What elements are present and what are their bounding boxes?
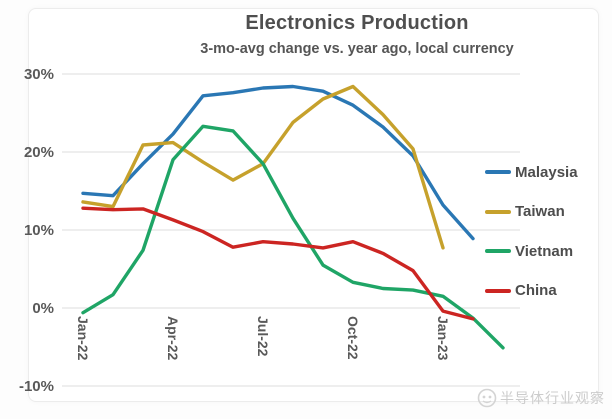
series-lines (81, 84, 505, 350)
watermark-text: 半导体行业观察 (500, 390, 605, 406)
legend-item-china: China (485, 281, 557, 301)
legend-swatch-malaysia (485, 170, 511, 174)
series-line-vietnam (81, 124, 505, 350)
y-tick-label: 20% (24, 144, 54, 161)
x-tick-label: Apr-22 (165, 316, 181, 361)
y-tick-label: 30% (24, 66, 54, 83)
watermark-logo-icon (477, 388, 497, 408)
y-tick-label: 10% (24, 222, 54, 239)
x-tick-label: Jan-22 (75, 316, 91, 361)
legend-swatch-vietnam (485, 249, 511, 253)
series-line-malaysia (81, 84, 475, 241)
y-tick-label: -10% (19, 378, 54, 395)
x-tick-label: Oct-22 (345, 316, 361, 360)
legend-swatch-china (485, 288, 511, 293)
legend-swatch-taiwan (485, 209, 511, 214)
legend-label-vietnam: Vietnam (515, 242, 574, 260)
watermark: 半导体行业观察 (476, 387, 605, 409)
x-tick-label: Jul-22 (255, 316, 271, 357)
legend-item-taiwan: Taiwan (485, 202, 565, 222)
legend-label-malaysia: Malaysia (515, 163, 578, 181)
x-tick-label: Jan-23 (435, 316, 451, 361)
series-line-china (81, 206, 475, 321)
legend-label-taiwan: Taiwan (515, 203, 565, 220)
x-axis-labels: Jan-22 Apr-22 Jul-22 Oct-22 Jan-23 (75, 316, 451, 361)
chart-subtitle: 3-mo-avg change vs. year ago, local curr… (200, 41, 514, 57)
y-axis-labels: 30% 20% 10% 0% -10% (19, 66, 54, 395)
legend-item-vietnam: Vietnam (485, 241, 573, 261)
y-tick-label: 0% (32, 300, 54, 317)
legend-label-china: China (515, 282, 557, 299)
legend-item-malaysia: Malaysia (485, 162, 578, 182)
chart-title: Electronics Production (245, 12, 469, 34)
